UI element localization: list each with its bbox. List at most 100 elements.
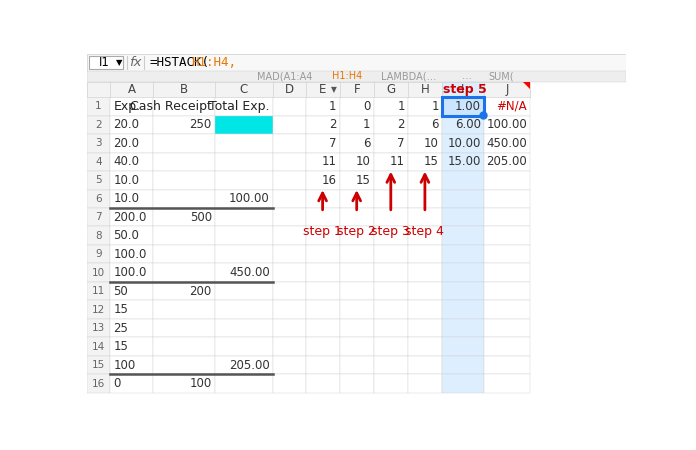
Bar [442,97,484,116]
Bar [442,189,484,208]
Bar [442,171,484,189]
Bar [484,189,530,208]
Bar [273,263,306,282]
Bar [215,282,273,301]
Bar [374,338,408,356]
Bar [87,338,110,356]
Text: A: A [127,83,136,96]
Bar [273,171,306,189]
Bar [273,374,306,393]
Text: 100.00: 100.00 [487,118,527,131]
Text: 205.00: 205.00 [487,155,527,168]
Bar [374,263,408,282]
Text: 10: 10 [356,155,371,168]
Text: 100: 100 [189,377,212,390]
Bar [408,338,442,356]
Bar [306,116,340,134]
Text: fx: fx [129,56,141,69]
Bar [374,189,408,208]
Text: MAD(A1:A4: MAD(A1:A4 [257,72,313,81]
Bar [110,338,153,356]
Bar [306,208,340,226]
Bar [442,319,484,338]
Bar [442,153,484,171]
Bar [110,153,153,171]
Bar [306,338,340,356]
Bar [442,245,484,263]
Text: 50: 50 [113,285,128,297]
Bar [273,134,306,153]
Bar [215,97,273,116]
Bar [215,82,273,97]
Bar [110,134,153,153]
Bar [87,301,110,319]
Bar [87,134,110,153]
Bar [273,82,306,97]
Text: 7: 7 [397,137,405,150]
Text: 10.00: 10.00 [448,137,481,150]
Text: 250: 250 [189,118,212,131]
Text: 100.0: 100.0 [113,266,147,279]
Bar [442,116,484,134]
Text: ▼: ▼ [331,85,338,94]
Bar [153,374,215,393]
Text: 15.00: 15.00 [448,155,481,168]
Bar [340,374,374,393]
Bar [374,356,408,374]
Bar [153,153,215,171]
Bar [340,338,374,356]
Bar [340,134,374,153]
Text: 15: 15 [92,360,105,370]
Bar [306,374,340,393]
Bar [374,134,408,153]
Bar [153,226,215,245]
Bar [484,226,530,245]
Bar [215,171,273,189]
Bar [408,282,442,301]
Text: 1: 1 [432,100,439,113]
Text: 15: 15 [356,174,371,187]
Bar [273,338,306,356]
Text: 9: 9 [95,249,102,259]
Text: 1: 1 [363,118,371,131]
Bar [110,116,153,134]
Bar [273,116,306,134]
Bar [442,134,484,153]
Bar [153,338,215,356]
Bar [306,171,340,189]
Bar [306,189,340,208]
Bar [87,82,530,97]
Bar [87,319,110,338]
Bar [87,189,110,208]
Bar [87,208,110,226]
Bar [442,97,484,116]
Bar [442,82,484,97]
Text: H1:H4: H1:H4 [333,72,363,81]
Text: 1.00: 1.00 [454,100,481,113]
Bar [153,263,215,282]
Bar [110,282,153,301]
Bar [110,82,153,97]
Text: 450.00: 450.00 [487,137,527,150]
Text: 100.00: 100.00 [229,192,270,205]
Text: 4: 4 [95,157,102,167]
Bar [110,301,153,319]
Bar [374,153,408,171]
Bar [110,263,153,282]
Bar [408,153,442,171]
Text: 100: 100 [113,359,136,372]
Text: 5: 5 [95,176,102,185]
Bar [87,97,110,116]
Bar [215,134,273,153]
Bar [484,208,530,226]
Text: 11: 11 [92,286,105,296]
Bar [408,356,442,374]
Text: 1: 1 [95,101,102,111]
Text: 1: 1 [329,100,337,113]
Bar [340,263,374,282]
Text: E: E [319,83,326,96]
Text: Exp.: Exp. [113,100,141,113]
Bar [215,153,273,171]
Bar [484,301,530,319]
Bar [215,208,273,226]
